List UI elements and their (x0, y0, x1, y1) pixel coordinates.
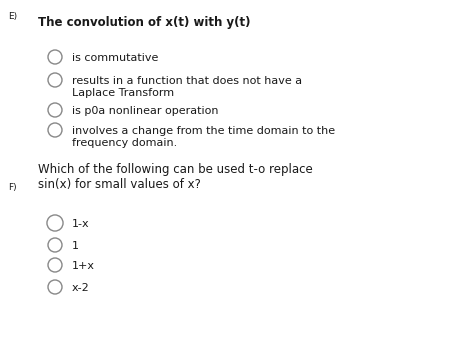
Text: results in a function that does not have a
Laplace Transform: results in a function that does not have… (72, 76, 302, 98)
Text: involves a change from the time domain to the
frequency domain.: involves a change from the time domain t… (72, 126, 335, 147)
Text: is commutative: is commutative (72, 53, 158, 63)
Text: 1+x: 1+x (72, 261, 95, 271)
Text: Which of the following can be used t-o replace
sin(x) for small values of x?: Which of the following can be used t-o r… (38, 163, 313, 191)
Text: The convolution of x(t) with y(t): The convolution of x(t) with y(t) (38, 16, 250, 29)
Text: E): E) (8, 12, 17, 21)
Text: 1-x: 1-x (72, 219, 90, 229)
Text: x-2: x-2 (72, 283, 90, 293)
Text: F): F) (8, 183, 17, 192)
Text: 1: 1 (72, 241, 79, 251)
Text: is p0a nonlinear operation: is p0a nonlinear operation (72, 106, 219, 116)
